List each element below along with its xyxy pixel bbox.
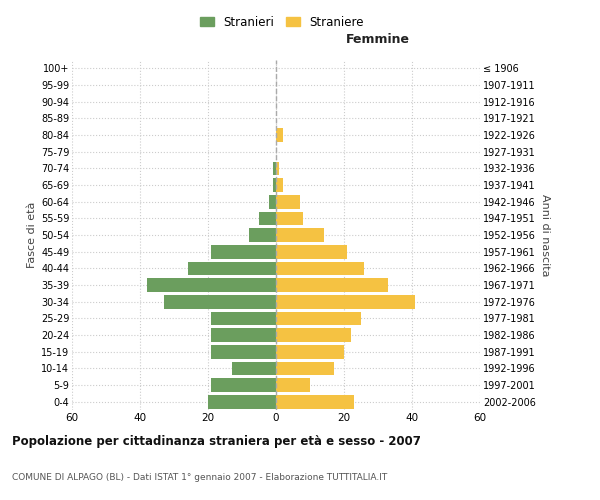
Bar — [211, 345, 276, 358]
Bar — [211, 328, 276, 342]
Bar — [211, 312, 276, 325]
Bar — [188, 262, 276, 275]
Bar — [276, 378, 310, 392]
Bar — [276, 295, 415, 308]
Bar — [276, 362, 334, 375]
Bar — [276, 178, 283, 192]
Y-axis label: Fasce di età: Fasce di età — [26, 202, 37, 268]
Bar — [276, 312, 361, 325]
Bar — [272, 178, 276, 192]
Bar — [276, 128, 283, 142]
Text: Femmine: Femmine — [346, 33, 410, 46]
Bar — [211, 245, 276, 258]
Bar — [249, 228, 276, 242]
Bar — [276, 228, 323, 242]
Bar — [276, 212, 303, 225]
Bar — [232, 362, 276, 375]
Bar — [269, 195, 276, 208]
Text: Popolazione per cittadinanza straniera per età e sesso - 2007: Popolazione per cittadinanza straniera p… — [12, 435, 421, 448]
Bar — [208, 395, 276, 408]
Bar — [259, 212, 276, 225]
Legend: Stranieri, Straniere: Stranieri, Straniere — [195, 11, 369, 34]
Bar — [276, 395, 354, 408]
Bar — [147, 278, 276, 292]
Text: COMUNE DI ALPAGO (BL) - Dati ISTAT 1° gennaio 2007 - Elaborazione TUTTITALIA.IT: COMUNE DI ALPAGO (BL) - Dati ISTAT 1° ge… — [12, 473, 387, 482]
Bar — [211, 378, 276, 392]
Bar — [276, 162, 280, 175]
Bar — [276, 278, 388, 292]
Bar — [276, 345, 344, 358]
Bar — [272, 162, 276, 175]
Bar — [276, 195, 300, 208]
Bar — [276, 328, 351, 342]
Bar — [164, 295, 276, 308]
Y-axis label: Anni di nascita: Anni di nascita — [540, 194, 550, 276]
Bar — [276, 245, 347, 258]
Bar — [276, 262, 364, 275]
